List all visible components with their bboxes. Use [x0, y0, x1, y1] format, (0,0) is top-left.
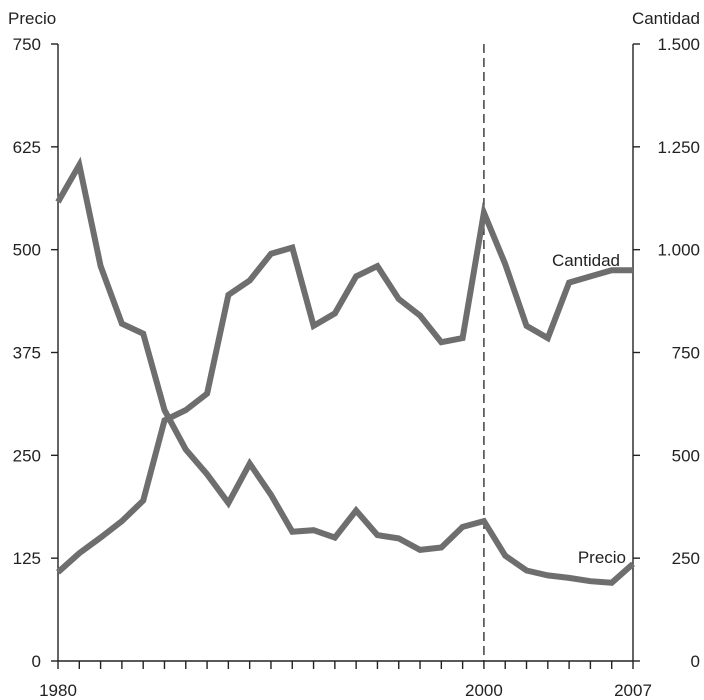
right-tick-label: 250 — [672, 549, 700, 568]
x-tick-label: 2007 — [614, 681, 652, 700]
left-tick-label: 0 — [32, 652, 41, 671]
right-tick-label: 0 — [691, 652, 700, 671]
left-tick-label: 375 — [13, 344, 41, 363]
x-tick-label: 2000 — [465, 681, 503, 700]
series-group — [55, 156, 635, 586]
right-tick-label: 1.500 — [657, 35, 700, 54]
labels-group: Precio Cantidad Cantidad Precio — [8, 9, 700, 567]
left-axis-title: Precio — [8, 9, 56, 28]
series-line-cantidad — [56, 201, 633, 575]
right-tick-label: 1.000 — [657, 241, 700, 260]
right-axis-title: Cantidad — [632, 9, 700, 28]
left-tick-label: 250 — [13, 446, 41, 465]
series-line-precio — [55, 156, 635, 586]
left-tick-label: 125 — [13, 549, 41, 568]
series-label-precio: Precio — [578, 548, 626, 567]
right-tick-label: 1.250 — [657, 138, 700, 157]
left-tick-label: 750 — [13, 35, 41, 54]
left-tick-label: 625 — [13, 138, 41, 157]
right-tick-label: 500 — [672, 446, 700, 465]
right-tick-label: 750 — [672, 344, 700, 363]
ticks-group: 0 125 250 375 500 625 750 0 250 500 750 1.000 1.250 1… — [13, 35, 700, 700]
series-label-cantidad: Cantidad — [552, 251, 620, 270]
axes-group — [57, 44, 634, 662]
x-tick-label: 1980 — [39, 681, 77, 700]
left-tick-label: 500 — [13, 241, 41, 260]
